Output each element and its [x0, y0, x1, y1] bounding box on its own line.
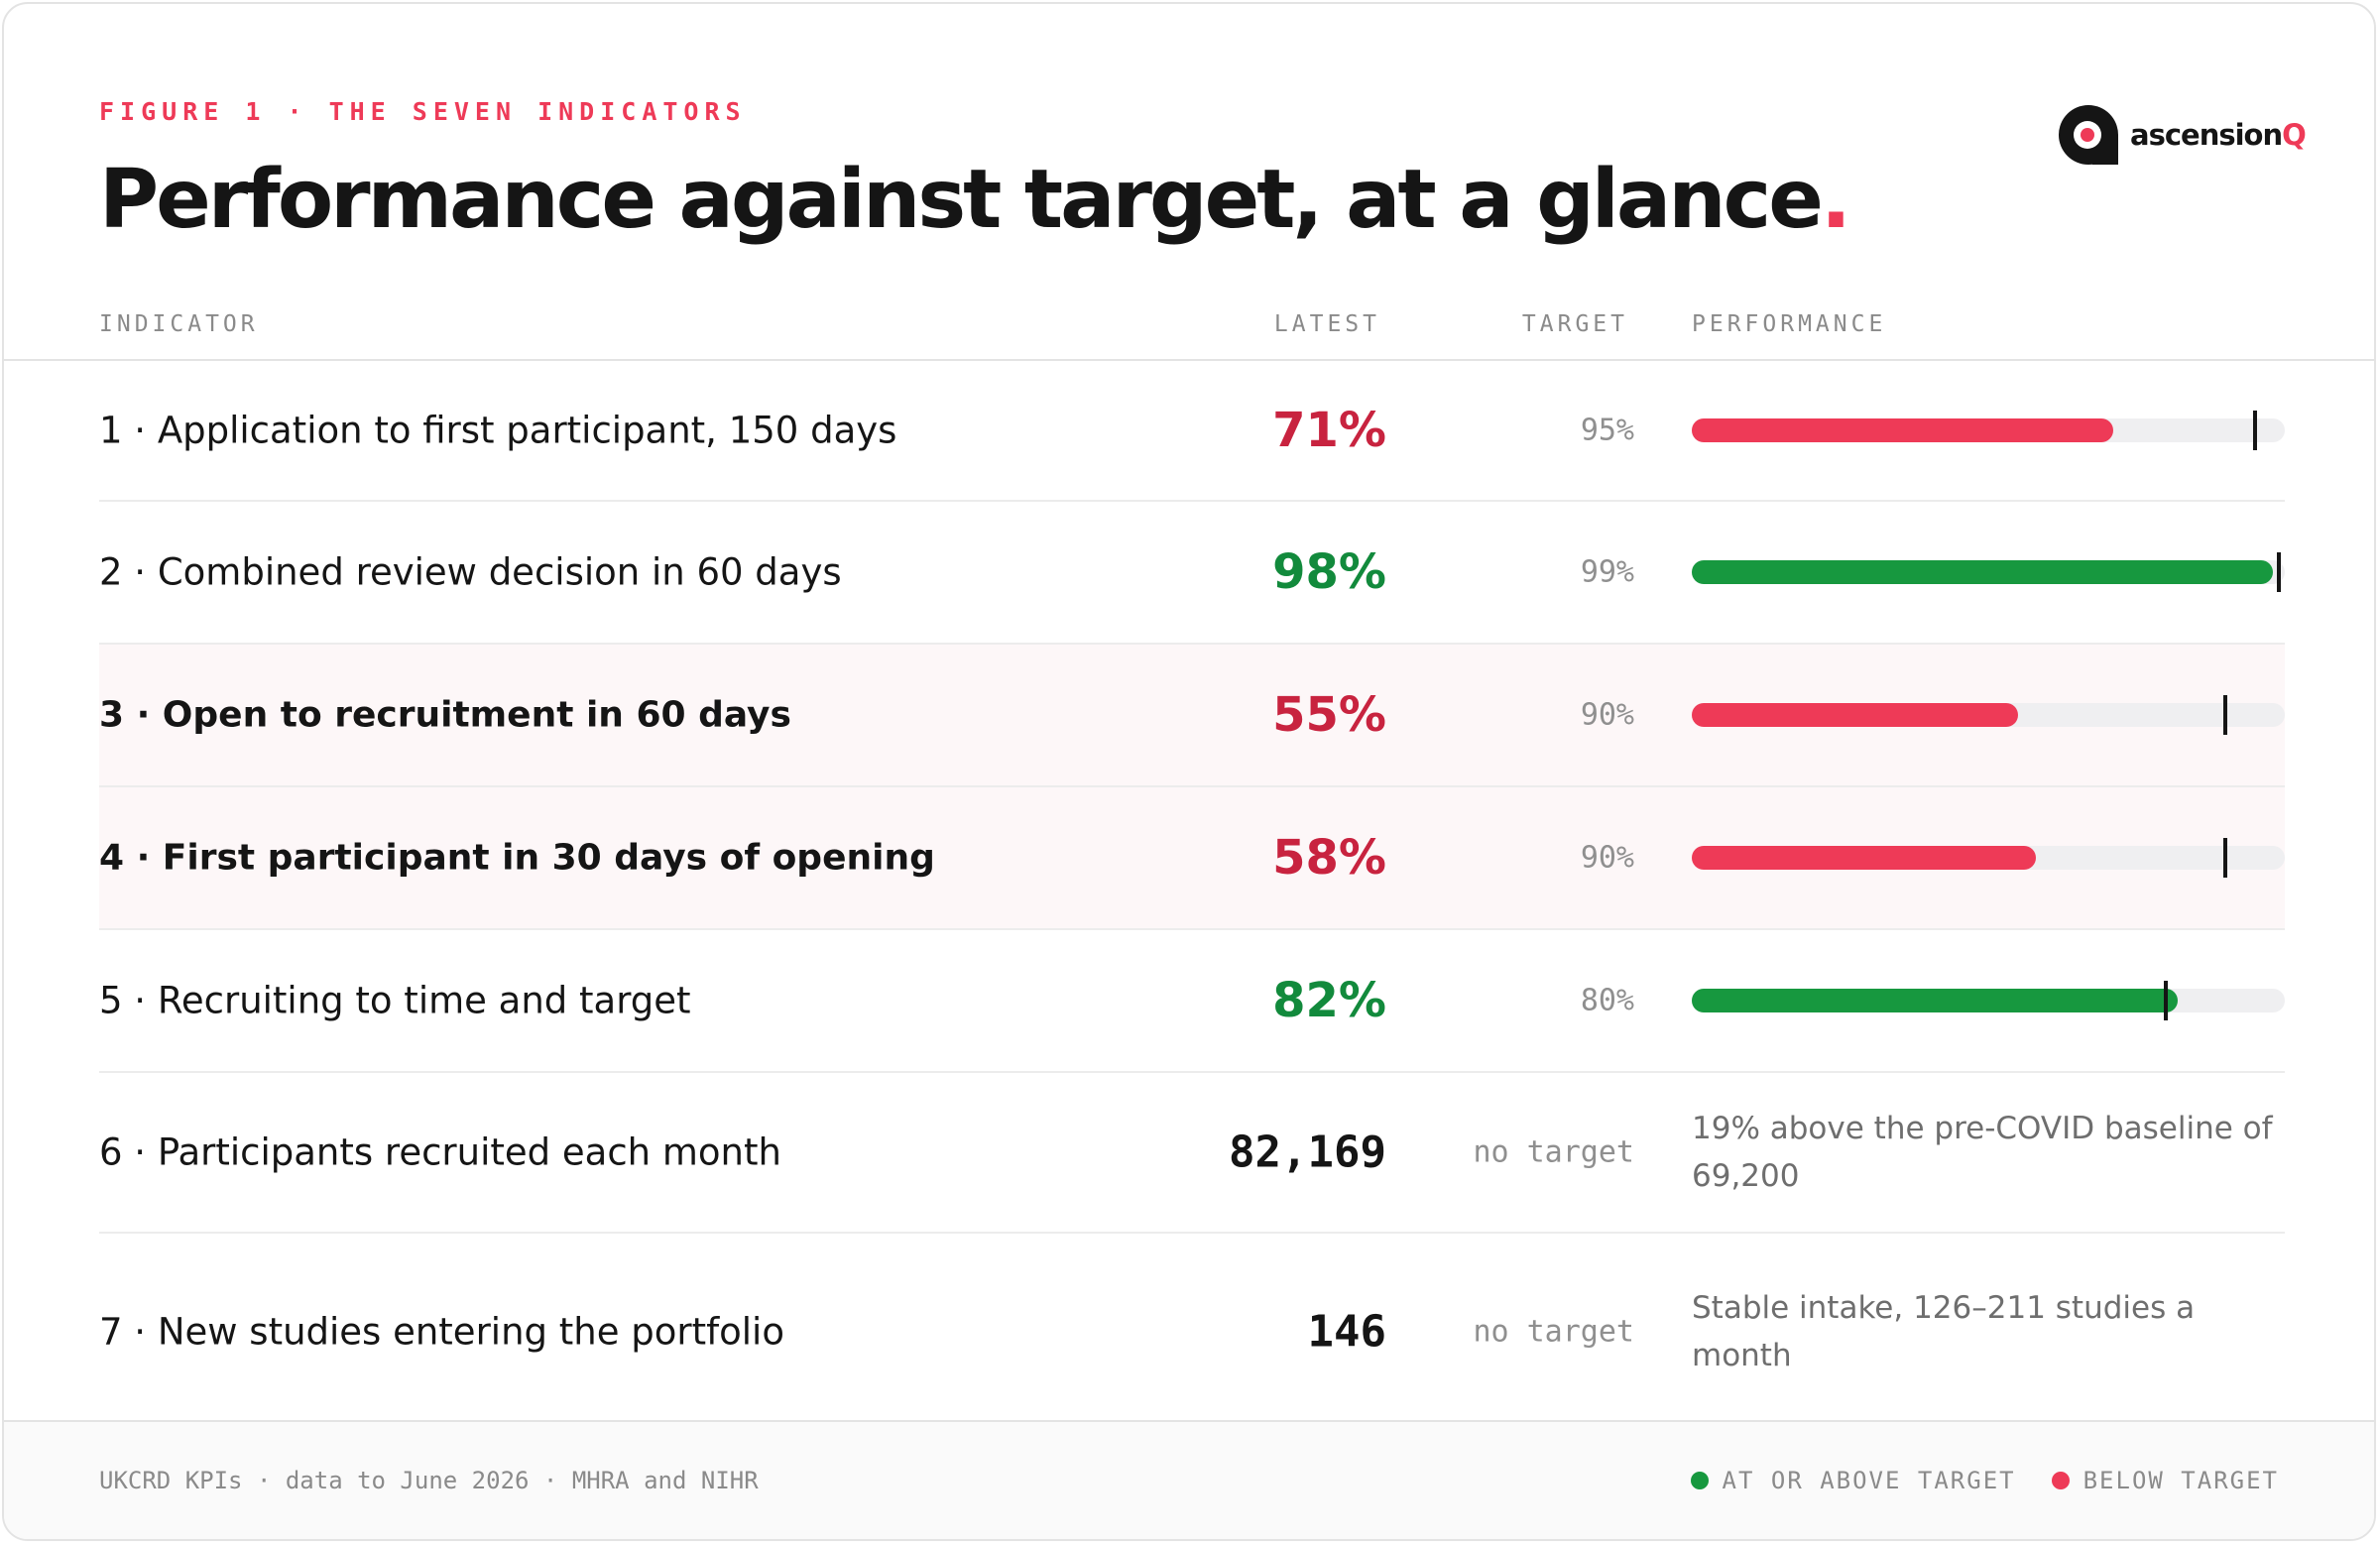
brand-wordmark-accent: Q	[2282, 118, 2307, 152]
figure-eyebrow: FIGURE 1 · THE SEVEN INDICATORS	[99, 97, 747, 126]
legend-item-at-or-above: AT OR ABOVE TARGET	[1690, 1467, 2016, 1494]
column-header-performance: PERFORMANCE	[1692, 311, 1887, 337]
indicator-label: 7 · New studies entering the portfolio	[99, 1310, 784, 1354]
latest-value: 82%	[1272, 973, 1386, 1028]
page-title: Performance against target, at a glance.	[99, 153, 1851, 247]
latest-value: 58%	[1272, 830, 1386, 886]
target-marker	[2277, 552, 2282, 592]
latest-value: 71%	[1272, 403, 1386, 458]
performance-bar	[1692, 989, 2179, 1012]
legend: AT OR ABOVE TARGET BELOW TARGET	[1655, 1467, 2279, 1494]
latest-value: 146	[1307, 1306, 1386, 1358]
performance-track	[1692, 552, 2285, 592]
target-value: 80%	[1580, 983, 1634, 1018]
source-note: UKCRD KPIs · data to June 2026 · MHRA an…	[99, 1467, 759, 1494]
table-row: 4 · First participant in 30 days of open…	[99, 787, 2285, 930]
legend-dot-red	[2051, 1472, 2070, 1489]
table-row: 5 · Recruiting to time and target 82% 80%	[99, 930, 2285, 1073]
table-row: 7 · New studies entering the portfolio 14…	[99, 1234, 2285, 1430]
indicator-label: 5 · Recruiting to time and target	[99, 979, 691, 1022]
latest-value: 55%	[1272, 687, 1386, 743]
indicator-label: 2 · Combined review decision in 60 days	[99, 550, 842, 594]
target-marker	[2223, 695, 2228, 735]
brand-wordmark: ascensionQ	[2130, 118, 2307, 152]
target-value: no target	[1473, 1134, 1634, 1170]
brand-logo: ascensionQ	[2059, 103, 2307, 167]
latest-value: 98%	[1272, 544, 1386, 600]
table-row: 2 · Combined review decision in 60 days 9…	[99, 502, 2285, 645]
target-marker	[2253, 411, 2258, 450]
header-divider	[4, 359, 2374, 361]
footer: UKCRD KPIs · data to June 2026 · MHRA an…	[4, 1420, 2374, 1539]
column-header-indicator: INDICATOR	[99, 311, 259, 337]
performance-bar	[1692, 560, 2274, 584]
performance-track	[1692, 838, 2285, 878]
target-value: 90%	[1580, 840, 1634, 876]
performance-bar	[1692, 846, 2036, 870]
indicator-label: 1 · Application to first participant, 15…	[99, 409, 897, 452]
target-marker	[2164, 981, 2169, 1020]
title-dot: .	[1820, 153, 1851, 247]
indicator-label: 6 · Participants recruited each month	[99, 1130, 781, 1174]
table-row: 3 · Open to recruitment in 60 days 55% 90%	[99, 645, 2285, 787]
legend-dot-green	[1690, 1472, 1709, 1489]
target-value: no target	[1473, 1314, 1634, 1350]
column-header-target: TARGET	[1521, 311, 1628, 337]
performance-note: Stable intake, 126–211 studies a month	[1692, 1290, 2196, 1373]
performance-track	[1692, 411, 2285, 450]
target-value: 95%	[1580, 413, 1634, 448]
target-value: 90%	[1580, 697, 1634, 733]
brand-wordmark-main: ascension	[2130, 118, 2283, 152]
performance-track	[1692, 695, 2285, 735]
title-text: Performance against target, at a glance	[99, 153, 1824, 247]
indicator-label: 4 · First participant in 30 days of open…	[99, 837, 935, 879]
column-header-latest: LATEST	[1273, 311, 1380, 337]
table-row: 6 · Participants recruited each month 82,…	[99, 1073, 2285, 1234]
performance-bar	[1692, 418, 2113, 442]
legend-label: AT OR ABOVE TARGET	[1722, 1467, 2016, 1494]
ascensionq-logo-icon	[2059, 105, 2118, 165]
performance-note: 19% above the pre-COVID baseline of 69,2…	[1692, 1111, 2273, 1194]
target-value: 99%	[1580, 554, 1634, 590]
legend-label: BELOW TARGET	[2082, 1467, 2279, 1494]
performance-bar	[1692, 703, 2018, 727]
indicator-label: 3 · Open to recruitment in 60 days	[99, 694, 791, 736]
table-row: 1 · Application to first participant, 15…	[99, 361, 2285, 502]
legend-item-below: BELOW TARGET	[2051, 1467, 2279, 1494]
latest-value: 82,169	[1229, 1127, 1386, 1178]
performance-track	[1692, 981, 2285, 1020]
target-marker	[2223, 838, 2228, 878]
